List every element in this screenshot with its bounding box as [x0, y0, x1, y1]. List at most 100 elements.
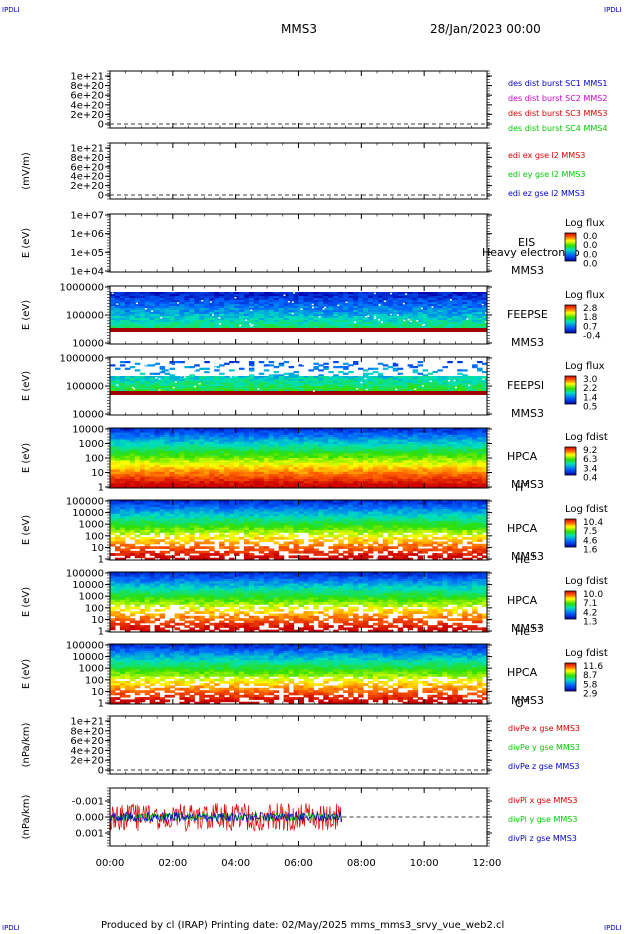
- p8-colorbar-title: Log fdist: [565, 576, 608, 587]
- p8-heatmap: [110, 572, 488, 633]
- footer-credit: Produced by cl (IRAP) Printing date: 02/…: [101, 920, 505, 931]
- divpi-z-trace: [109, 811, 343, 824]
- p5-colorbar-tick: 0.5: [583, 403, 597, 413]
- p4-ytick-label: 10000: [72, 339, 104, 350]
- p7-ytick-label: 1000: [79, 520, 104, 531]
- p1-ytick-label: 4e+20: [70, 100, 104, 111]
- corner-label-bottom-left: IPDLI: [2, 924, 20, 932]
- date-title: 28/Jan/2023 00:00: [430, 22, 541, 36]
- p5-ylabel: E (eV): [21, 371, 32, 401]
- p10-ytick-label: 4e+20: [70, 746, 104, 757]
- p5-instrument-label: FEEPSI: [507, 379, 544, 392]
- p7-colorbar-tick: 7.5: [583, 527, 597, 537]
- p11-ylabel: (nPa/km): [21, 795, 32, 840]
- p6-ytick-label: 10000: [72, 425, 104, 436]
- p9-colorbar-title: Log fdist: [565, 648, 608, 659]
- p2-ytick-label: 0: [98, 191, 104, 202]
- x-tick-label: 12:00: [473, 858, 502, 869]
- p4-colorbar-tick: 2.8: [583, 304, 598, 314]
- p3-colorbar-tick: 0.0: [583, 232, 598, 242]
- x-tick-label: 06:00: [284, 858, 313, 869]
- p6-colorbar: [564, 446, 577, 476]
- p3-ytick-label: 1e+05: [70, 248, 104, 259]
- p2-ytick-label: 6e+20: [70, 162, 104, 173]
- x-tick-label: 08:00: [347, 858, 376, 869]
- p5-colorbar-tick: 3.0: [583, 375, 598, 385]
- p9-colorbar: [564, 662, 577, 692]
- p3-ylabel: E (eV): [21, 228, 32, 258]
- p1-legend-4: des dist burst SC4 MMS4: [508, 124, 607, 133]
- p9-ytick-label: 10000: [72, 652, 104, 663]
- p5-ytick-label: 10000: [72, 410, 104, 421]
- p9-colorbar-tick: 11.6: [583, 662, 603, 672]
- p9-species-label: O+: [515, 695, 530, 710]
- p4-instrument-label: FEEPSE: [507, 308, 548, 321]
- p6-ytick-label: 10: [91, 468, 104, 479]
- corner-label-top-left: IPDLI: [2, 6, 20, 14]
- p8-ytick-label: 10: [91, 615, 104, 626]
- p2-ytick-label: 4e+20: [70, 172, 104, 183]
- p7-colorbar-tick: 1.6: [583, 546, 598, 556]
- p6-charge-label: +: [523, 479, 530, 488]
- x-tick-label: 04:00: [221, 858, 250, 869]
- p3-spacecraft-label: MMS3: [511, 264, 544, 277]
- p3-colorbar-tick: 0.0: [583, 260, 598, 270]
- x-tick-label: 02:00: [158, 858, 187, 869]
- p5-colorbar-tick: 1.4: [583, 393, 598, 403]
- p6-spacecraft-label: MMS3: [511, 478, 544, 491]
- p4-colorbar-tick: -0.4: [583, 332, 601, 342]
- p3-colorbar: [564, 232, 577, 262]
- p7-colorbar-title: Log fdist: [565, 504, 608, 515]
- p2-ylabel: (mV/m): [21, 152, 32, 190]
- p8-colorbar-tick: 7.1: [583, 599, 597, 609]
- p5-colorbar: [564, 375, 577, 405]
- p6-colorbar-tick: 3.4: [583, 464, 598, 474]
- p8-instrument-label: HPCA: [507, 594, 538, 607]
- p10-ytick-label: 6e+20: [70, 736, 104, 747]
- p4-ytick-label: 1000000: [59, 283, 104, 294]
- p9-spacecraft-label: MMS3: [511, 694, 544, 707]
- p6-instrument-label: HPCA: [507, 450, 538, 463]
- p11-ytick-label: -0.001: [72, 797, 104, 808]
- p5-heatmap: [110, 361, 488, 395]
- p11-legend-3: divPi z gse MMS3: [508, 834, 577, 843]
- p2-ytick-label: 8e+20: [70, 153, 104, 164]
- p1-ytick-label: 2e+20: [70, 110, 104, 121]
- p4-ytick-label: 100000: [66, 311, 104, 322]
- p7-ylabel: E (eV): [21, 515, 32, 545]
- p5-ytick-label: 100000: [66, 382, 104, 393]
- p3-ytick-label: 1e+06: [70, 229, 104, 240]
- x-tick-label: 00:00: [96, 858, 125, 869]
- p10-ytick-label: 8e+20: [70, 726, 104, 737]
- p5-ytick-label: 1000000: [59, 354, 104, 365]
- p8-ytick-label: 1000: [79, 592, 104, 603]
- p2-frame: [109, 142, 488, 200]
- p9-ytick-label: 1000: [79, 664, 104, 675]
- p6-ytick-label: 1: [98, 483, 104, 494]
- p3-frame: [109, 213, 488, 273]
- corner-label-top-right: IPDLI: [604, 6, 622, 14]
- p1-ytick-label: 0: [98, 120, 104, 131]
- p4-heatmap: [110, 292, 488, 332]
- p6-colorbar-tick: 0.4: [583, 474, 598, 484]
- p10-legend-3: divPe z gse MMS3: [508, 762, 579, 771]
- p7-ytick-label: 100000: [66, 497, 104, 508]
- p1-ytick-label: 1e+21: [70, 72, 104, 83]
- p4-ylabel: E (eV): [21, 300, 32, 330]
- p6-species-label: H+: [515, 479, 530, 494]
- p8-ytick-label: 1: [98, 627, 104, 638]
- p2-legend-2: edi ey gse l2 MMS3: [508, 170, 586, 179]
- p4-colorbar-title: Log flux: [565, 290, 605, 301]
- corner-label-bottom-right: IPDLI: [604, 924, 622, 932]
- p7-instrument-label: HPCA: [507, 522, 538, 535]
- p8-ylabel: E (eV): [21, 587, 32, 617]
- p3-ytick-label: 1e+04: [70, 267, 104, 278]
- p2-legend-1: edi ex gse l2 MMS3: [508, 151, 585, 160]
- p7-colorbar: [564, 518, 577, 548]
- p8-colorbar-tick: 10.0: [583, 590, 603, 600]
- p10-ytick-label: 1e+21: [70, 717, 104, 728]
- p7-ytick-label: 100: [85, 531, 104, 542]
- p6-colorbar-tick: 9.2: [583, 446, 597, 456]
